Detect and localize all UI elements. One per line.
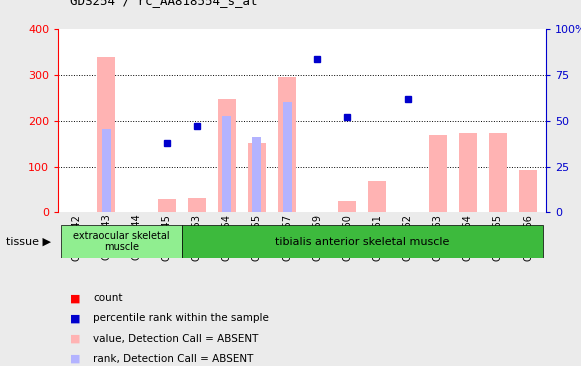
- Bar: [223, 116, 231, 212]
- Bar: [278, 77, 296, 212]
- Text: rank, Detection Call = ABSENT: rank, Detection Call = ABSENT: [93, 354, 253, 364]
- Bar: [188, 198, 206, 212]
- Bar: [61, 225, 182, 258]
- Bar: [182, 225, 543, 258]
- Text: value, Detection Call = ABSENT: value, Detection Call = ABSENT: [93, 333, 259, 344]
- Text: ■: ■: [70, 313, 80, 324]
- Bar: [429, 135, 447, 212]
- Bar: [157, 199, 175, 212]
- Text: extraocular skeletal
muscle: extraocular skeletal muscle: [73, 231, 170, 253]
- Text: count: count: [93, 293, 123, 303]
- Bar: [102, 128, 111, 212]
- Bar: [97, 57, 116, 212]
- Bar: [459, 133, 477, 212]
- Text: ■: ■: [70, 354, 80, 364]
- Bar: [252, 137, 261, 212]
- Bar: [338, 201, 356, 212]
- Bar: [282, 102, 292, 212]
- Bar: [489, 133, 507, 212]
- Text: ■: ■: [70, 293, 80, 303]
- Text: ■: ■: [70, 333, 80, 344]
- Text: percentile rank within the sample: percentile rank within the sample: [93, 313, 269, 324]
- Bar: [218, 99, 236, 212]
- Bar: [519, 170, 537, 212]
- Text: tissue ▶: tissue ▶: [6, 236, 51, 247]
- Text: GDS254 / rc_AA818554_s_at: GDS254 / rc_AA818554_s_at: [70, 0, 257, 7]
- Bar: [368, 181, 386, 212]
- Text: tibialis anterior skeletal muscle: tibialis anterior skeletal muscle: [275, 236, 450, 247]
- Bar: [248, 143, 266, 212]
